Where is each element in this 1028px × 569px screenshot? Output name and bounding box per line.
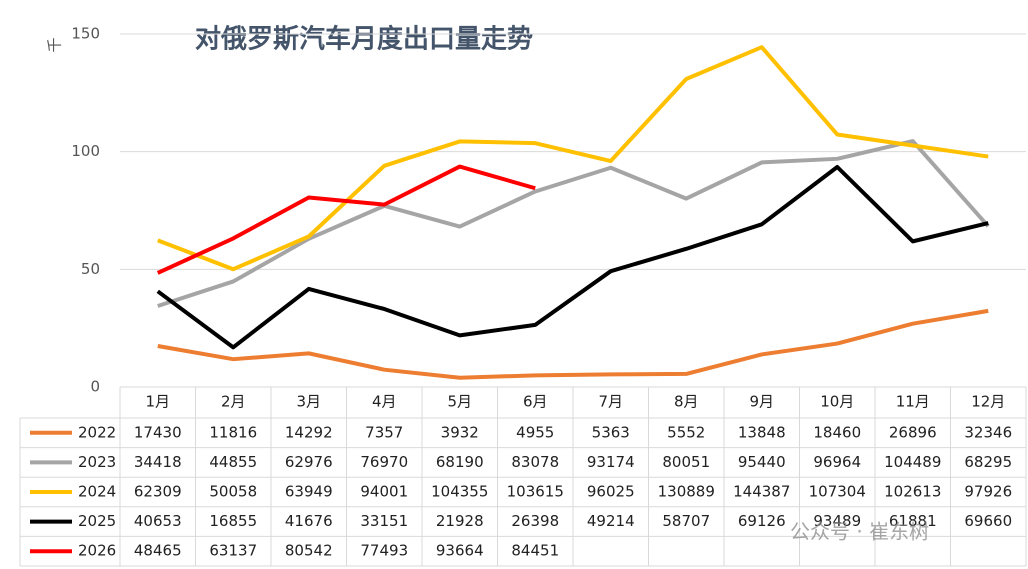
table-value: 107304 — [809, 483, 866, 501]
series-line — [156, 164, 989, 350]
table-value: 62976 — [285, 453, 333, 471]
table-value: 68190 — [436, 453, 484, 471]
table-value: 5363 — [592, 423, 630, 441]
x-tick-label: 2月 — [221, 393, 246, 411]
table-value: 63137 — [209, 542, 257, 560]
table-value: 68295 — [964, 453, 1012, 471]
y-axis-label: 千 — [46, 37, 64, 52]
table-value: 61881 — [889, 512, 937, 530]
x-tick-label: 1月 — [145, 393, 170, 411]
series-line — [157, 45, 989, 272]
x-tick-label: 11月 — [896, 393, 930, 411]
table-value: 17430 — [134, 423, 182, 441]
table-value: 18460 — [813, 423, 861, 441]
table-value: 4955 — [516, 423, 554, 441]
table-value: 83078 — [511, 453, 559, 471]
table-value: 69126 — [738, 512, 786, 530]
table-value: 21928 — [436, 512, 484, 530]
x-tick-label: 7月 — [598, 393, 623, 411]
table-value: 77493 — [360, 542, 408, 560]
x-tick-label: 8月 — [674, 393, 699, 411]
x-tick-label: 3月 — [296, 393, 321, 411]
table-value: 34418 — [134, 453, 182, 471]
table-value: 33151 — [360, 512, 408, 530]
y-tick-label: 50 — [81, 260, 100, 278]
table-value: 58707 — [662, 512, 710, 530]
table-value: 26398 — [511, 512, 559, 530]
table-value: 16855 — [209, 512, 257, 530]
x-tick-label: 10月 — [820, 393, 854, 411]
table-value: 95440 — [738, 453, 786, 471]
table-value: 49214 — [587, 512, 635, 530]
table-value: 32346 — [964, 423, 1012, 441]
table-value: 96964 — [813, 453, 861, 471]
table-value: 94001 — [360, 483, 408, 501]
table-value: 69660 — [964, 512, 1012, 530]
watermark: 公众号 · 崔东树 — [790, 520, 929, 544]
table-value: 80542 — [285, 542, 333, 560]
table-value: 14292 — [285, 423, 333, 441]
legend-label: 2023 — [78, 453, 116, 471]
chart-title: 对俄罗斯汽车月度出口量走势 — [195, 24, 533, 55]
table-value: 7357 — [365, 423, 403, 441]
series-line — [157, 139, 990, 308]
table-value: 44855 — [209, 453, 257, 471]
legend-label: 2026 — [78, 542, 116, 560]
table-value: 3932 — [441, 423, 479, 441]
table-value: 104355 — [431, 483, 488, 501]
table-value: 26896 — [889, 423, 937, 441]
table-value: 144387 — [733, 483, 790, 501]
table-value: 102613 — [884, 483, 941, 501]
x-tick-label: 9月 — [749, 393, 774, 411]
table-value: 103615 — [507, 483, 564, 501]
table-value: 48465 — [134, 542, 182, 560]
series-line — [157, 308, 989, 380]
x-tick-label: 12月 — [971, 393, 1005, 411]
y-tick-label: 100 — [71, 142, 100, 160]
table-value: 13848 — [738, 423, 786, 441]
y-tick-label: 0 — [90, 378, 100, 396]
x-tick-label: 5月 — [447, 393, 472, 411]
table-value: 41676 — [285, 512, 333, 530]
series-line — [156, 164, 536, 275]
table-value: 96025 — [587, 483, 635, 501]
table-value: 76970 — [360, 453, 408, 471]
table-value: 50058 — [209, 483, 257, 501]
x-tick-label: 6月 — [523, 393, 548, 411]
table-value: 130889 — [658, 483, 715, 501]
table-value: 63949 — [285, 483, 333, 501]
y-tick-label: 150 — [71, 25, 100, 43]
table-value: 97926 — [964, 483, 1012, 501]
table-value: 84451 — [511, 542, 559, 560]
x-tick-label: 4月 — [372, 393, 397, 411]
table-value: 93174 — [587, 453, 635, 471]
table-value: 62309 — [134, 483, 182, 501]
legend-label: 2024 — [78, 483, 116, 501]
table-value: 104489 — [884, 453, 941, 471]
table-value: 80051 — [662, 453, 710, 471]
legend-label: 2022 — [78, 423, 116, 441]
table-value: 5552 — [667, 423, 705, 441]
legend-label: 2025 — [78, 512, 116, 530]
table-value: 40653 — [134, 512, 182, 530]
table-value: 11816 — [209, 423, 257, 441]
table-value: 93489 — [813, 512, 861, 530]
table-value: 93664 — [436, 542, 484, 560]
